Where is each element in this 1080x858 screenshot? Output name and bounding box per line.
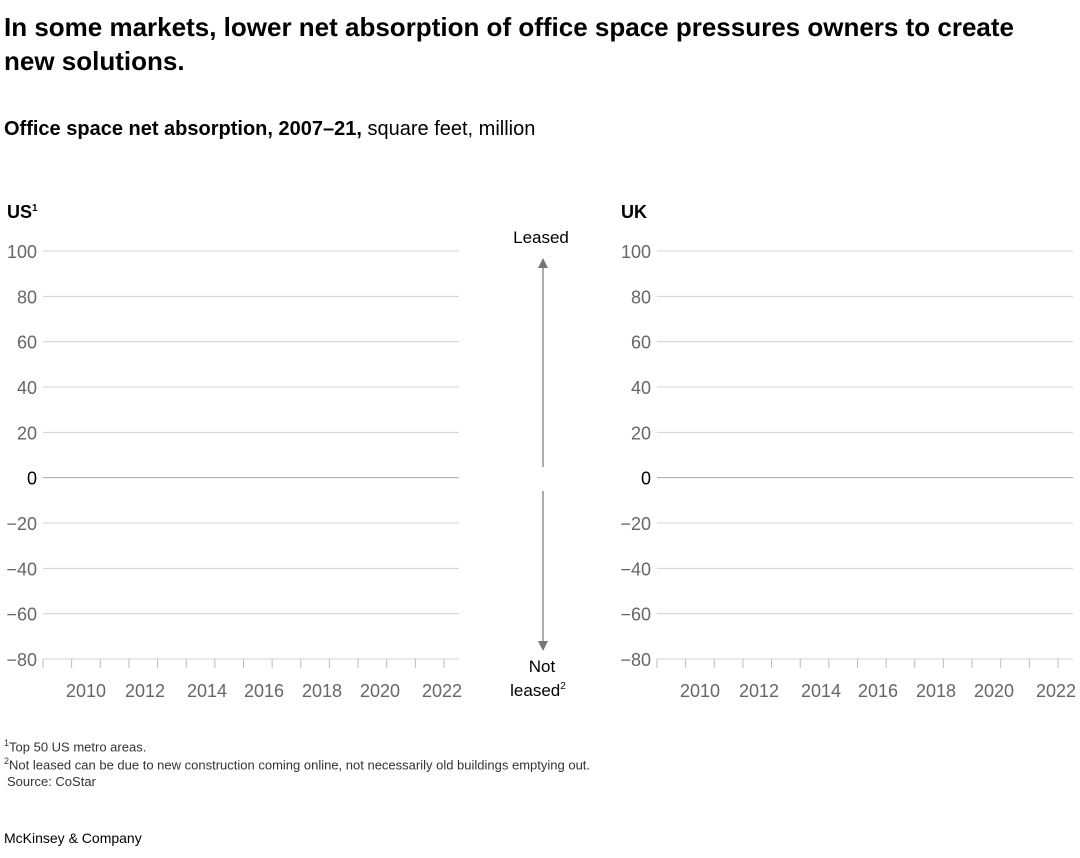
y-tick-label: 0 (27, 469, 37, 489)
brand-logo: McKinsey & Company (4, 830, 142, 846)
y-tick-label: 100 (7, 242, 37, 262)
x-tick-label: 2016 (244, 681, 284, 701)
y-tick-label: 80 (631, 287, 651, 307)
x-tick-label: 2018 (916, 681, 956, 701)
y-tick-label: −60 (6, 605, 37, 625)
y-tick-label: 20 (17, 423, 37, 443)
x-tick-label: 2012 (739, 681, 779, 701)
y-tick-label: −60 (620, 605, 651, 625)
x-tick-label: 2018 (302, 681, 342, 701)
footnote-mark: 2 (4, 756, 10, 766)
arrow-down-icon (538, 641, 548, 651)
panel-title: US1 (7, 202, 38, 222)
y-tick-label: −20 (6, 514, 37, 534)
y-tick-label: −20 (620, 514, 651, 534)
y-tick-label: −40 (6, 559, 37, 579)
y-tick-label: 80 (17, 287, 37, 307)
arrow-up-icon (538, 258, 548, 268)
subtitle-units: square feet, million (361, 118, 536, 140)
x-tick-label: 2020 (974, 681, 1014, 701)
source-note: Source: CoStar (7, 774, 96, 789)
y-tick-label: −80 (620, 650, 651, 670)
chart-subtitle: Office space net absorption, 2007–21, sq… (4, 118, 535, 141)
y-tick-label: 20 (631, 423, 651, 443)
x-tick-label: 2010 (66, 681, 106, 701)
not-leased-label: Not (529, 657, 556, 676)
x-tick-label: 2016 (858, 681, 898, 701)
y-tick-label: 60 (631, 333, 651, 353)
x-tick-label: 2012 (125, 681, 165, 701)
leased-label: Leased (513, 228, 569, 247)
x-tick-label: 2010 (680, 681, 720, 701)
y-tick-label: 40 (631, 378, 651, 398)
not-leased-label: leased2 (510, 681, 566, 700)
chart-title: In some markets, lower net absorption of… (4, 12, 1014, 76)
x-tick-label: 2020 (360, 681, 400, 701)
panel-title: UK (621, 202, 647, 222)
footnote-text: Top 50 US metro areas. (9, 739, 147, 755)
y-tick-label: 60 (17, 333, 37, 353)
footnote-mark: 1 (4, 738, 10, 748)
x-tick-label: 2014 (801, 681, 841, 701)
subtitle-bold: Office space net absorption, 2007–21, (4, 118, 362, 140)
y-tick-label: 0 (641, 469, 651, 489)
y-tick-label: −40 (620, 559, 651, 579)
x-tick-label: 2014 (187, 681, 227, 701)
x-tick-label: 2022 (422, 681, 462, 701)
footnote-2: 2Not leased can be due to new constructi… (4, 756, 590, 772)
y-tick-label: 100 (621, 242, 651, 262)
y-tick-label: 40 (17, 378, 37, 398)
x-tick-label: 2022 (1036, 681, 1076, 701)
footnote-1: 1Top 50 US metro areas. (4, 738, 146, 754)
footnote-text: Not leased can be due to new constructio… (9, 757, 591, 773)
y-tick-label: −80 (6, 650, 37, 670)
